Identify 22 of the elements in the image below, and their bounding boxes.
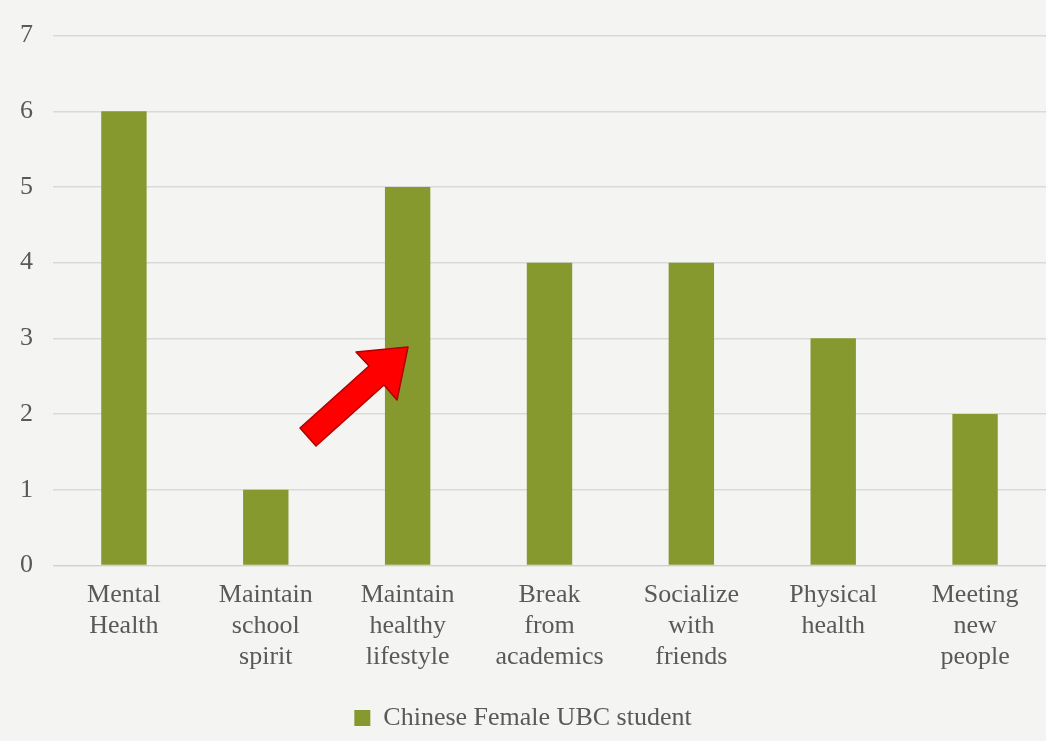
bar [243, 489, 289, 565]
y-tick-label: 2 [20, 397, 33, 427]
bar [810, 338, 856, 565]
legend-label: Chinese Female UBC student [383, 701, 693, 731]
x-tick-label: Meeting new people [931, 578, 1019, 671]
y-tick-label: 3 [20, 322, 33, 352]
y-tick-label: 7 [20, 19, 33, 49]
x-tick-label: Mental Health [87, 578, 161, 640]
bar [668, 262, 715, 565]
y-tick-label: 0 [20, 549, 33, 579]
y-tick-label: 4 [20, 246, 33, 276]
y-tick-label: 1 [20, 473, 33, 503]
bar [952, 414, 998, 565]
bar [101, 111, 147, 565]
y-tick-label: 5 [20, 170, 33, 200]
x-tick-label: Break from academics [495, 578, 604, 671]
bar [526, 262, 573, 565]
x-tick-label: Physical health [789, 578, 878, 640]
x-tick-label: Socialize with friends [643, 578, 740, 671]
x-tick-label: Maintain school spirit [218, 578, 313, 671]
y-tick-label: 6 [20, 95, 33, 125]
x-tick-label: Maintain healthy lifestyle [360, 578, 455, 671]
